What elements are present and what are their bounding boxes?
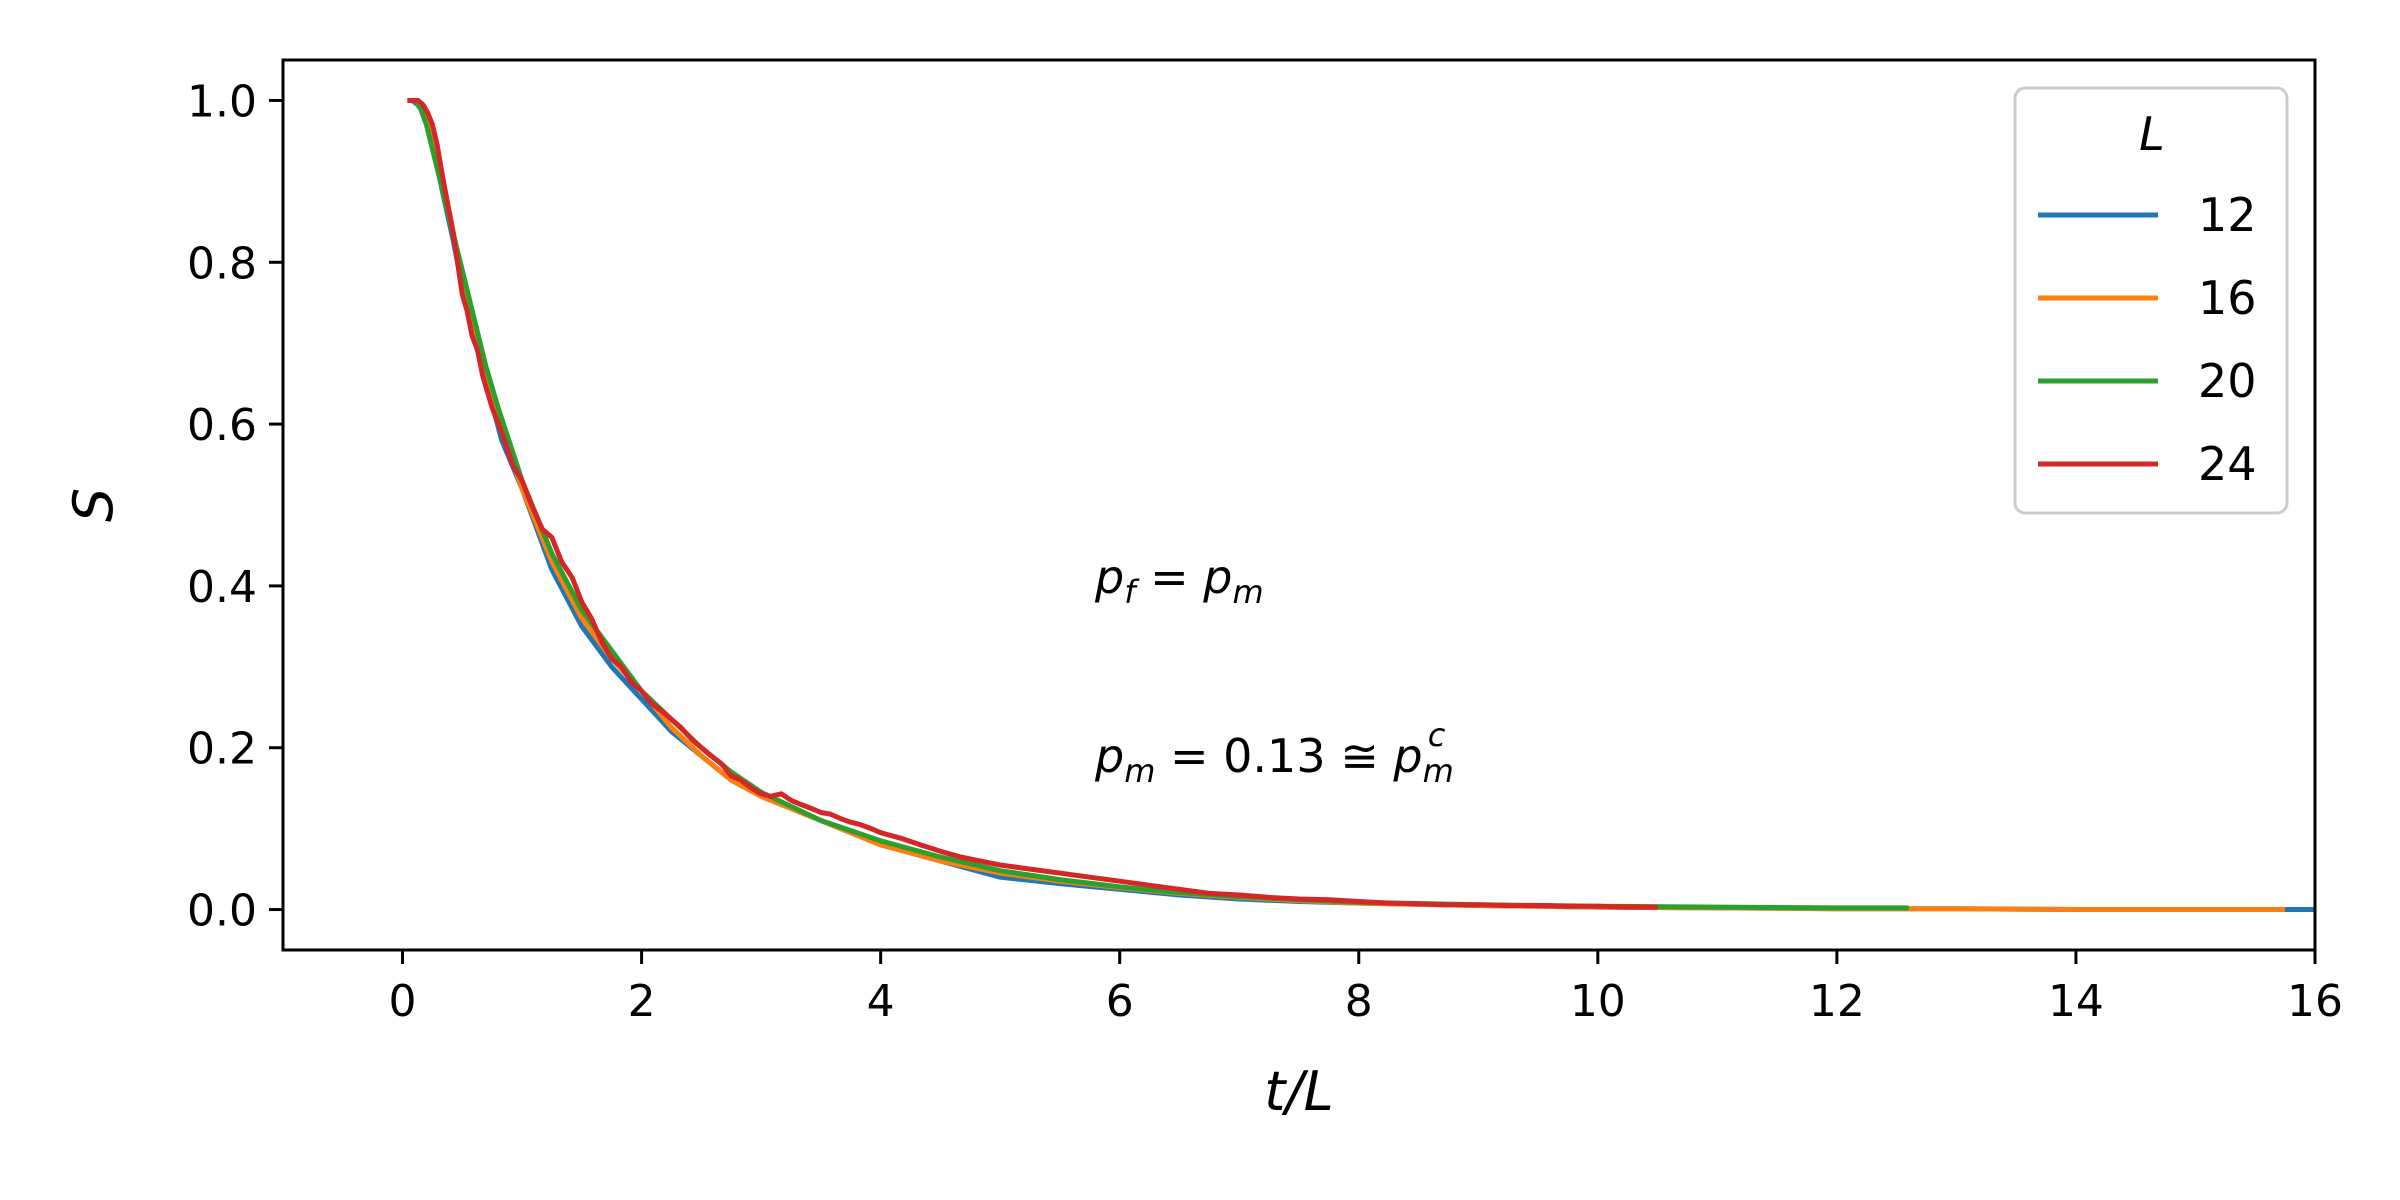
series-layer [407,98,2315,912]
x-tick-label: 8 [1345,976,1373,1027]
series-line-20 [408,98,1909,911]
x-tick-label: 10 [1570,976,1626,1027]
x-tick-label: 6 [1106,976,1134,1027]
legend-label-24: 24 [2198,437,2257,491]
y-tick-label: 0.2 [187,724,257,775]
annotation-pf-equals-pm: pf = pm [1094,550,1264,611]
series-line-16 [409,98,2286,912]
x-tick-label: 16 [2287,976,2343,1027]
y-axis: 0.0 0.2 0.4 0.6 0.8 1.0 [187,76,283,937]
plot-frame [281,58,2317,952]
x-tick-label: 14 [2048,976,2104,1027]
y-tick-label: 0.0 [187,886,257,937]
x-tick-label: 12 [1809,976,1865,1027]
y-tick-label: 0.6 [187,400,257,451]
x-tick-label: 2 [628,976,656,1027]
x-axis: 0 2 4 6 8 10 12 14 16 [389,950,2343,1027]
y-tick-label: 1.0 [187,76,257,127]
annotation-pm-value: pm = 0.13 ≅ pmc [1094,716,1454,790]
legend: L 12 16 20 24 [2013,86,2289,515]
y-tick-label: 0.4 [187,562,257,613]
y-axis-label: S [62,488,125,522]
x-tick-label: 4 [867,976,895,1027]
legend-title: L [2139,107,2165,161]
x-axis-label: t/L [1264,1060,1333,1123]
legend-label-20: 20 [2198,354,2257,408]
legend-label-12: 12 [2198,188,2257,242]
series-line-24 [407,98,1658,910]
legend-label-16: 16 [2198,271,2257,325]
x-tick-label: 0 [389,976,417,1027]
y-tick-label: 0.8 [187,238,257,289]
